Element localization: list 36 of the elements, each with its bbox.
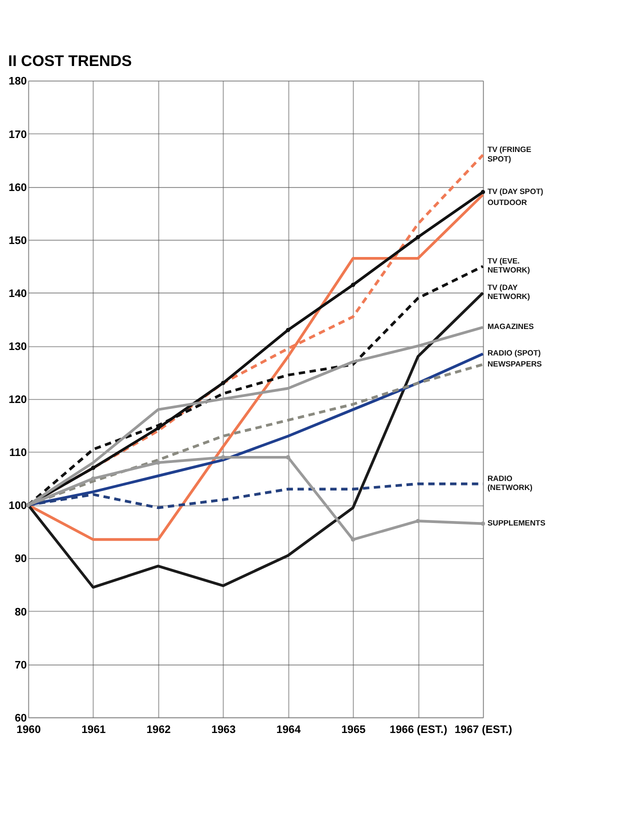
y-tick-label: 160 <box>8 182 27 194</box>
point <box>416 235 420 240</box>
y-tick-label: 170 <box>8 128 27 141</box>
chart-title: II COST TRENDS <box>8 53 132 70</box>
point <box>91 476 96 481</box>
x-tick-label: 1965 <box>341 724 366 736</box>
y-tick-label: 90 <box>14 553 27 566</box>
point <box>91 466 96 470</box>
x-tick-label: 1960 <box>16 724 41 736</box>
y-tick-label: 180 <box>8 76 27 88</box>
x-tick-label: 1964 <box>276 724 301 736</box>
x-tick-label: 1961 <box>81 724 106 736</box>
y-tick-label: 80 <box>14 606 27 618</box>
y-tick-label: 70 <box>14 659 27 672</box>
x-tick-label: 1962 <box>146 724 171 736</box>
point <box>220 380 226 386</box>
point <box>416 518 420 524</box>
y-tick-label: 110 <box>9 447 27 460</box>
point <box>480 190 486 194</box>
y-tick-label: 100 <box>8 500 27 512</box>
y-tick-label: 140 <box>8 288 27 300</box>
point <box>156 460 160 465</box>
y-tick-label: 130 <box>8 341 27 353</box>
x-tick-label: 1967 (EST.) <box>454 724 513 736</box>
point <box>220 455 226 460</box>
y-tick-label: 120 <box>8 394 27 406</box>
point <box>350 537 356 542</box>
y-tick-label: 150 <box>8 234 27 247</box>
line-series <box>26 291 484 589</box>
y-tick-label: 60 <box>14 712 27 724</box>
point <box>350 282 356 288</box>
x-tick-label: 1963 <box>211 724 236 736</box>
point <box>480 522 486 526</box>
x-tick-label: 1966 (EST.) <box>390 724 448 736</box>
point <box>286 328 290 332</box>
point <box>286 455 290 460</box>
